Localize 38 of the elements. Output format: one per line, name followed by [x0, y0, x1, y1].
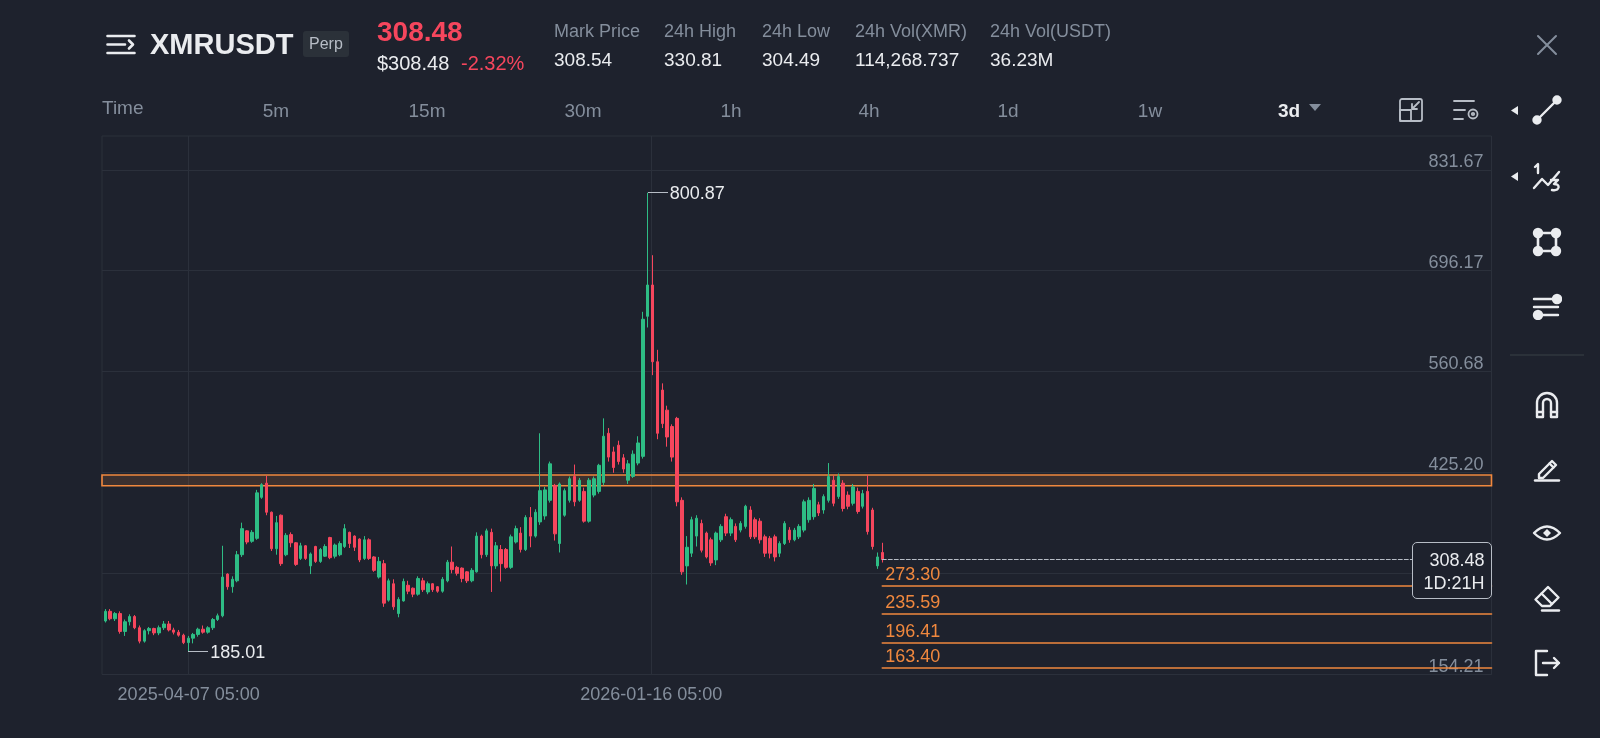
- text: Perp: [309, 35, 343, 52]
- text: 308.48: [377, 16, 463, 47]
- text: 4h: [858, 99, 880, 121]
- text: 30m: [564, 99, 602, 121]
- text: 1d: [997, 99, 1019, 121]
- y-tick-label: 560.68: [1428, 352, 1484, 373]
- ref-line-label: 308.48: [1429, 549, 1485, 570]
- text: 308.54: [554, 48, 613, 70]
- text: 114,268.737: [855, 48, 960, 70]
- text: 3d: [1277, 99, 1301, 121]
- y-tick-label: 696.17: [1428, 251, 1484, 272]
- text: -2.32%: [461, 52, 525, 74]
- annotation: 185.01: [210, 641, 266, 662]
- ref-line-label: 235.59: [885, 591, 941, 612]
- chart-title: XMRUSDT: [150, 27, 294, 60]
- y-tick-label: 831.67: [1428, 150, 1484, 171]
- ref-line-label: 196.41: [885, 621, 941, 642]
- text: 36.23M: [990, 48, 1054, 70]
- ref-line-label: 273.30: [885, 563, 941, 584]
- y-tick-label: 425.20: [1428, 453, 1484, 474]
- text: 1w: [1137, 99, 1163, 121]
- text: 330.81: [664, 48, 723, 70]
- x-tick-label: 2026-01-16 05:00: [580, 683, 723, 704]
- text: $308.48: [377, 52, 450, 74]
- text: 24h Vol(USDT): [990, 21, 1112, 41]
- annotation: 800.87: [669, 182, 725, 203]
- text: 5m: [262, 99, 290, 121]
- x-tick-label: 2025-04-07 05:00: [117, 683, 260, 704]
- annotation: 1D:21H: [1423, 572, 1485, 593]
- text: 24h High: [664, 21, 737, 41]
- text: Time: [102, 96, 144, 118]
- text: Mark Price: [554, 21, 641, 41]
- text: 24h Low: [762, 21, 831, 41]
- text: 15m: [408, 99, 446, 121]
- text: 1h: [720, 99, 742, 121]
- text: 24h Vol(XMR): [855, 21, 968, 41]
- text: 304.49: [762, 48, 821, 70]
- ref-line-label: 163.40: [885, 645, 941, 666]
